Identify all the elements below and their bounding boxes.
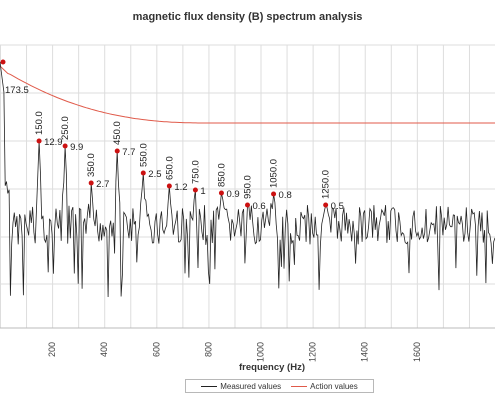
- peak-value-label: 2.7: [96, 179, 109, 190]
- peak-value-label: 9.9: [70, 142, 83, 153]
- peak-frequency-label: 550.0: [138, 143, 149, 167]
- peak-marker: [36, 138, 42, 144]
- peak-marker: [114, 148, 120, 154]
- peak-marker: [166, 183, 172, 189]
- peak-marker: [62, 143, 68, 149]
- chart-title: magnetic flux density (B) spectrum analy…: [132, 11, 363, 23]
- x-tick-label: 1000: [256, 342, 266, 362]
- grid-lines: [0, 44, 495, 329]
- peak-marker: [218, 190, 224, 196]
- peak-marker: [245, 202, 250, 208]
- peak-marker: [192, 187, 198, 193]
- peak-value-label: 1.2: [174, 182, 187, 193]
- legend-label-action: Action values: [310, 381, 358, 391]
- legend-swatch-measured: [201, 385, 218, 387]
- peak-frequency-label: 350.0: [86, 153, 97, 177]
- peak-frequency-label: 150.0: [34, 111, 45, 135]
- x-tick-label: 600: [151, 342, 161, 357]
- peak-value-label: 2.5: [148, 169, 161, 180]
- legend-item-measured: Measured values: [201, 382, 281, 391]
- peak-frequency-label: 1250.0: [321, 170, 332, 199]
- x-tick-label: 200: [47, 342, 57, 357]
- peak-marker: [88, 180, 94, 186]
- peak-marker: [140, 170, 146, 176]
- x-tick-label: 400: [99, 342, 109, 357]
- x-tick-label: 1600: [412, 342, 422, 362]
- legend-swatch-action: [291, 385, 308, 387]
- peak-frequency-label: 950.0: [243, 175, 254, 199]
- peak-frequency-label: 850.0: [216, 163, 227, 187]
- peak-value-label: 173.5: [5, 85, 29, 96]
- peak-value-label: 0.6: [253, 201, 266, 212]
- peak-marker: [323, 202, 329, 208]
- x-axis-label: frequency (Hz): [239, 362, 305, 373]
- peak-frequency-label: 1050.0: [269, 159, 280, 188]
- x-tick-label: 1400: [360, 342, 370, 362]
- peak-frequency-label: 250.0: [60, 116, 71, 140]
- peak-marker: [0, 59, 6, 65]
- action-values-group: [0, 65, 495, 124]
- peak-frequency-label: 650.0: [164, 156, 175, 180]
- peak-value-label: 0.5: [331, 201, 344, 212]
- legend: Measured values Action values: [185, 379, 374, 393]
- peak-value-label: 7.7: [122, 147, 135, 158]
- legend-item-action: Action values: [291, 382, 358, 391]
- x-tick-labels: 200 400 600 800 1000 1200 1400 1600: [47, 342, 422, 362]
- action-values-line: [0, 65, 495, 124]
- peak-value-label: 0.8: [279, 190, 292, 201]
- peak-value-label: 1: [200, 186, 205, 197]
- peak-frequency-label: 450.0: [112, 121, 123, 145]
- peak-value-label: 12.9: [44, 137, 63, 148]
- peak-value-label: 0.9: [226, 189, 239, 200]
- x-tick-label: 800: [203, 342, 213, 357]
- peak-frequency-label: 750.0: [190, 160, 201, 184]
- peak-marker: [271, 191, 277, 197]
- x-tick-label: 1200: [308, 342, 318, 362]
- legend-label-measured: Measured values: [220, 381, 282, 391]
